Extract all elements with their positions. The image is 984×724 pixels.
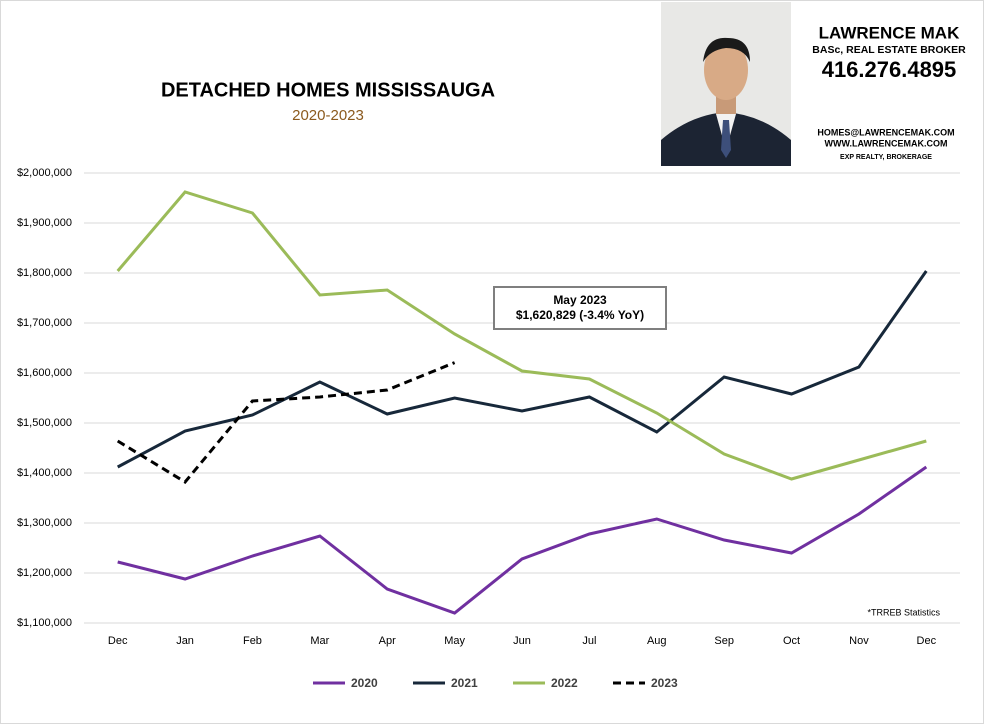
x-tick-label: Dec [917,635,937,647]
x-tick-label: Dec [108,635,128,647]
chart-title: DETACHED HOMES MISSISSAUGA [161,79,495,101]
y-tick-label: $1,800,000 [17,267,72,279]
y-tick-label: $1,100,000 [17,617,72,629]
x-tick-label: Jan [176,635,194,647]
annotation-title: May 2023 [553,293,607,307]
legend-label: 2020 [351,676,378,690]
y-tick-label: $1,700,000 [17,317,72,329]
series-line [116,190,927,481]
x-tick-label: Aug [647,635,667,647]
agent-brokerage: EXP REALTY, BROKERAGE [840,154,932,161]
note: *TRREB Statistics [867,607,940,617]
legend-label: 2022 [551,676,578,690]
series-line [116,361,456,484]
series-line [117,465,928,615]
x-tick-label: Jun [513,635,531,647]
x-tick-label: Nov [849,635,869,647]
y-tick-label: $2,000,000 [17,167,72,179]
y-tick-label: $1,600,000 [17,367,72,379]
agent-email: HOMES@LAWRENCEMAK.COM [817,127,954,137]
legend-label: 2021 [451,676,478,690]
y-tick-label: $1,200,000 [17,567,72,579]
x-tick-label: Apr [379,635,396,647]
agent-phone: 416.276.4895 [822,57,957,82]
legend-label: 2023 [651,676,678,690]
annotation-box [493,286,667,330]
chart-subtitle: 2020-2023 [292,107,364,124]
agent-name: LAWRENCE MAK [819,23,960,42]
x-tick-label: Feb [243,635,262,647]
annotation-text: $1,620,829 (-3.4% YoY) [516,308,644,322]
agent-photo [661,2,791,166]
x-tick-label: May [444,635,465,647]
y-tick-label: $1,500,000 [17,417,72,429]
x-tick-label: Mar [310,635,329,647]
x-tick-label: Sep [714,635,734,647]
x-tick-label: Jul [582,635,596,647]
agent-role: BASc, REAL ESTATE BROKER [812,44,966,56]
y-tick-label: $1,300,000 [17,517,72,529]
agent-website: WWW.LAWRENCEMAK.COM [825,138,948,148]
x-tick-label: Oct [783,635,800,647]
y-tick-label: $1,900,000 [17,217,72,229]
y-tick-label: $1,400,000 [17,467,72,479]
series-line [116,270,928,469]
